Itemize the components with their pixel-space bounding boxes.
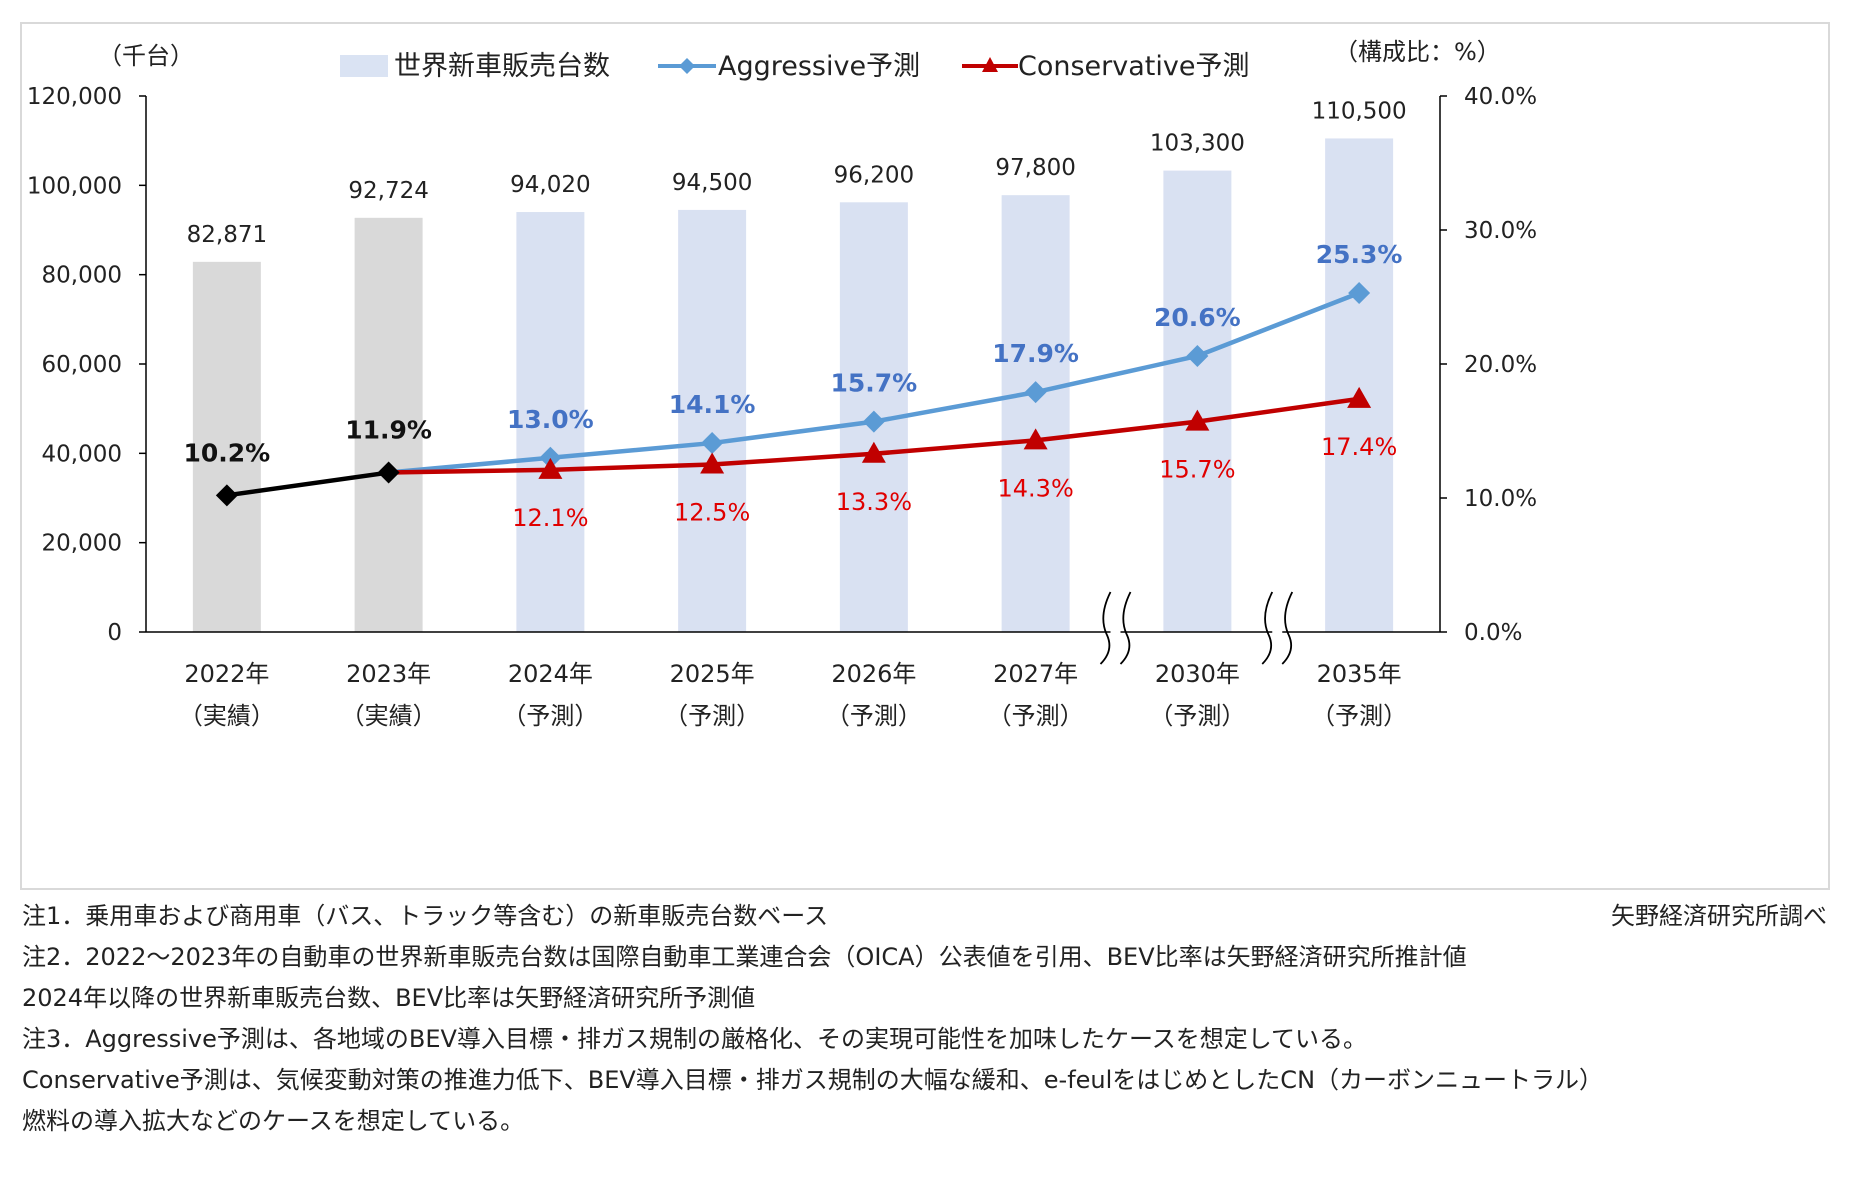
category-note-label: （予測）	[502, 702, 598, 730]
left-tick-label: 40,000	[42, 441, 122, 467]
right-tick-label: 20.0%	[1464, 352, 1537, 378]
point-marker-triangle	[1185, 409, 1210, 431]
axis-break-gap	[1110, 628, 1121, 636]
legend-label-bars: 世界新車販売台数	[394, 51, 610, 82]
category-year-label: 2022年	[184, 660, 269, 688]
right-tick-label: 40.0%	[1464, 84, 1537, 110]
bar-value-label: 97,800	[995, 155, 1075, 181]
left-tick-label: 60,000	[42, 352, 122, 378]
note-line: Conservative予測は、気候変動対策の推進力低下、BEV導入目標・排ガス…	[22, 1066, 1604, 1094]
category-note-label: （予測）	[988, 702, 1084, 730]
left-tick-label: 120,000	[27, 84, 122, 110]
bar	[1325, 138, 1394, 632]
category-note-label: （予測）	[1149, 702, 1245, 730]
category-year-label: 2025年	[670, 660, 755, 688]
point-marker-triangle	[1023, 428, 1048, 450]
source-credit: 矢野経済研究所調べ	[1611, 902, 1827, 930]
point-marker-diamond	[539, 446, 562, 469]
legend-label-aggressive: Aggressive予測	[718, 51, 920, 82]
right-tick-label: 10.0%	[1464, 486, 1537, 512]
left-tick-label: 80,000	[42, 263, 122, 289]
conservative-share-label: 15.7%	[1159, 456, 1235, 484]
category-year-label: 2023年	[346, 660, 431, 688]
right-tick-label: 0.0%	[1464, 620, 1522, 646]
legend-marker-aggressive	[679, 58, 695, 74]
conservative-share-label: 13.3%	[836, 488, 912, 516]
bar-value-label: 82,871	[187, 222, 267, 248]
bar-value-label: 110,500	[1312, 98, 1407, 124]
bev-sales-chart: （千台） （構成比：%） 世界新車販売台数 Aggressive予測 Conservat…	[27, 38, 1537, 730]
point-marker-diamond	[1348, 281, 1371, 304]
point-marker-diamond	[215, 484, 238, 507]
series-line-actual	[226, 470, 389, 498]
conservative-share-label: 17.4%	[1321, 433, 1397, 461]
bar-value-label: 103,300	[1150, 131, 1245, 157]
category-year-label: 2024年	[508, 660, 593, 688]
bar	[1163, 170, 1232, 633]
aggressive-share-label: 13.0%	[507, 405, 594, 434]
category-note-label: （予測）	[826, 702, 922, 730]
left-axis-unit: （千台）	[98, 42, 194, 70]
bar-value-label: 92,724	[348, 178, 428, 204]
chart-frame: （千台） （構成比：%） 世界新車販売台数 Aggressive予測 Conservat…	[20, 22, 1830, 890]
point-marker-diamond	[1024, 381, 1047, 404]
conservative-share-label: 14.3%	[998, 474, 1074, 502]
point-marker-triangle	[538, 457, 563, 479]
actual-share-label: 11.9%	[345, 416, 432, 445]
note-line: 2024年以降の世界新車販売台数、BEV比率は矢野経済研究所予測値	[22, 984, 756, 1012]
note-line: 燃料の導入拡大などのケースを想定している。	[22, 1107, 525, 1135]
aggressive-share-label: 17.9%	[992, 339, 1079, 368]
conservative-share-label: 12.5%	[674, 499, 750, 527]
point-marker-diamond	[701, 432, 724, 455]
right-tick-label: 30.0%	[1464, 218, 1537, 244]
point-marker-triangle	[1347, 386, 1372, 408]
bar	[354, 217, 423, 632]
axis-break-mark	[1119, 591, 1132, 665]
footnotes: 注1．乗用車および商用車（バス、トラック等含む）の新車販売台数ベース 注2．20…	[22, 896, 1827, 1142]
legend-marker-conservative	[982, 57, 998, 72]
conservative-share-label: 12.1%	[512, 504, 588, 532]
category-note-label: （予測）	[1311, 702, 1407, 730]
point-marker-diamond	[1186, 344, 1209, 367]
point-marker-triangle	[700, 452, 725, 474]
category-note-label: （実績）	[341, 702, 437, 730]
bar	[516, 212, 585, 632]
category-year-label: 2027年	[993, 660, 1078, 688]
aggressive-share-label: 15.7%	[831, 369, 918, 398]
aggressive-share-label: 14.1%	[669, 390, 756, 419]
category-year-label: 2030年	[1155, 660, 1240, 688]
category-note-label: （予測）	[664, 702, 760, 730]
note-line: 注2．2022～2023年の自動車の世界新車販売台数は国際自動車工業連合会（OI…	[22, 943, 1467, 971]
category-note-label: （実績）	[179, 702, 275, 730]
left-tick-label: 100,000	[27, 173, 122, 199]
point-marker-diamond	[377, 461, 400, 484]
axis-break-mark	[1099, 591, 1112, 665]
bar	[192, 261, 261, 632]
point-marker-diamond	[862, 410, 885, 433]
axis-break-gap	[1272, 628, 1283, 636]
bar	[678, 209, 747, 632]
aggressive-share-label: 25.3%	[1316, 240, 1403, 269]
left-tick-label: 0	[107, 620, 122, 646]
category-year-label: 2026年	[831, 660, 916, 688]
bar-value-label: 94,500	[672, 170, 752, 196]
note-line: 注3．Aggressive予測は、各地域のBEV導入目標・排ガス規制の厳格化、そ…	[22, 1025, 1368, 1053]
category-year-label: 2035年	[1317, 660, 1402, 688]
bar	[1001, 195, 1070, 632]
point-marker-triangle	[861, 441, 886, 463]
bar-value-label: 94,020	[510, 172, 590, 198]
bar-value-label: 96,200	[834, 162, 914, 188]
left-tick-label: 20,000	[42, 531, 122, 557]
axis-break-mark	[1281, 591, 1294, 665]
actual-share-label: 10.2%	[184, 438, 271, 467]
note-line: 注1．乗用車および商用車（バス、トラック等含む）の新車販売台数ベース	[22, 902, 829, 930]
right-axis-unit: （構成比：%）	[1334, 38, 1501, 66]
legend-swatch-bars	[340, 55, 388, 77]
aggressive-share-label: 20.6%	[1154, 303, 1241, 332]
legend-label-conservative: Conservative予測	[1018, 51, 1249, 82]
axis-break-mark	[1261, 591, 1274, 665]
